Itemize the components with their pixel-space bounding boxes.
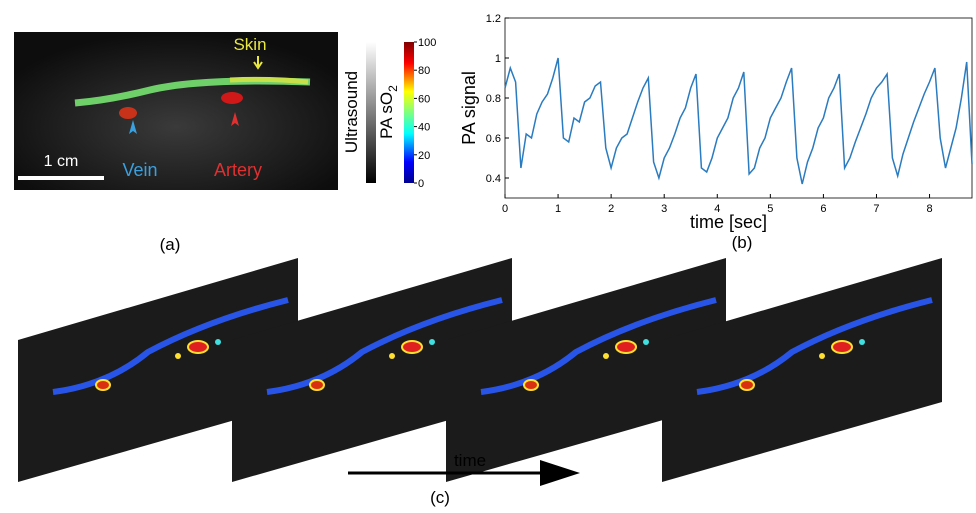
- x-tick-label: 5: [767, 203, 773, 215]
- slice-vessel: [696, 297, 933, 395]
- time-arrowhead: [540, 460, 580, 486]
- y-tick-label: 0.4: [486, 173, 501, 185]
- so2-label: PA sO2: [377, 85, 400, 139]
- slice-blob: [389, 353, 395, 359]
- slice-blob: [615, 340, 637, 354]
- time-label: time: [454, 451, 486, 470]
- skin-layer: [229, 76, 309, 85]
- image-slice: [232, 258, 512, 482]
- image-slice: [18, 258, 298, 482]
- x-tick-label: 1: [555, 203, 561, 215]
- plot-frame: [504, 17, 973, 199]
- slice-blob: [819, 353, 825, 359]
- slice-vessel: [480, 297, 717, 395]
- slice-vessel: [266, 297, 503, 395]
- slice-blob: [859, 339, 865, 345]
- vein-blob: [119, 107, 137, 119]
- x-tick-label: 8: [926, 203, 932, 215]
- caption-b: (b): [732, 233, 753, 252]
- slice-blob: [739, 379, 755, 391]
- x-axis-label: time [sec]: [690, 212, 767, 232]
- colorbar-ticks: 0 20 40 60 80 100: [414, 37, 436, 190]
- so2-colorbar: [404, 42, 414, 183]
- caption-c: (c): [430, 488, 450, 507]
- slice-blob: [523, 379, 539, 391]
- slice-blob: [187, 340, 209, 354]
- colorbar-tick-label: 100: [418, 37, 436, 49]
- ultrasound-label: Ultrasound: [342, 71, 361, 153]
- artery-arrow: [231, 112, 239, 126]
- x-tick-label: 0: [502, 203, 508, 215]
- colorbar-tick-label: 40: [418, 122, 430, 134]
- y-axis-label: PA signal: [459, 71, 479, 145]
- slice-blob: [215, 339, 221, 345]
- ultrasound-colorbar: [366, 42, 376, 183]
- y-tick-label: 1: [495, 53, 501, 65]
- slice-blob: [831, 340, 853, 354]
- slice-blob: [643, 339, 649, 345]
- image-sequence: [18, 258, 942, 482]
- x-tick-label: 2: [608, 203, 614, 215]
- x-tick-label: 3: [661, 203, 667, 215]
- colorbar-tick-label: 20: [418, 150, 430, 162]
- y-tick-label: 0.6: [486, 133, 501, 145]
- y-tick-label: 1.2: [486, 13, 501, 25]
- slice-blob: [429, 339, 435, 345]
- slice-blob: [401, 340, 423, 354]
- so2-label-sub: 2: [386, 85, 400, 92]
- slice-blob: [309, 379, 325, 391]
- data-line: [504, 57, 973, 185]
- skin-arrow: [253, 56, 263, 70]
- line-chart: 0.4 0.6 0.8 1 1.2 0 1 2 3 4 5 6 7 8 time [sec] PA signa…: [459, 13, 973, 252]
- slice-blob: [603, 353, 609, 359]
- scale-label: 1 cm: [44, 153, 79, 170]
- artery-blob: [221, 92, 243, 104]
- slice-vessel: [52, 297, 289, 395]
- vein-arrow: [129, 120, 137, 134]
- slice-blob: [175, 353, 181, 359]
- caption-a: (a): [160, 235, 181, 254]
- colorbar-tick-label: 0: [418, 178, 424, 190]
- image-slice: [662, 258, 942, 482]
- x-tick-label: 4: [714, 203, 720, 215]
- ultrasound-image: [14, 32, 338, 190]
- artery-label: Artery: [214, 160, 262, 180]
- scale-bar: [18, 176, 104, 180]
- colorbar-tick-label: 80: [418, 65, 430, 77]
- slice-blob: [95, 379, 111, 391]
- image-slice: [446, 258, 726, 482]
- x-tick-label: 7: [873, 203, 879, 215]
- colorbar-tick-label: 60: [418, 93, 430, 105]
- y-tick-label: 0.8: [486, 93, 501, 105]
- skin-label: Skin: [233, 35, 266, 54]
- vein-label: Vein: [122, 160, 157, 180]
- x-tick-label: 6: [820, 203, 826, 215]
- so2-label-text: PA sO: [377, 92, 396, 139]
